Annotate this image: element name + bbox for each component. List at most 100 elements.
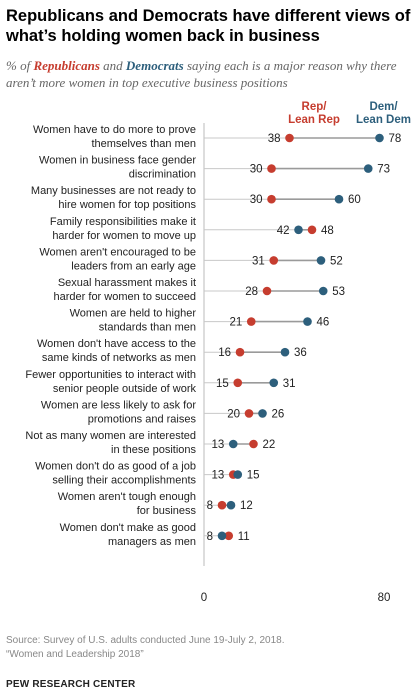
rep-dot: [262, 286, 272, 296]
rep-value-label: 30: [250, 164, 263, 176]
category-label: themselves than men: [91, 138, 196, 150]
dem-value-label: 26: [272, 408, 285, 420]
rep-value-label: 16: [218, 347, 231, 359]
category-label: harder for women to move up: [52, 230, 196, 242]
rep-dot: [249, 439, 258, 449]
category-label: promotions and raises: [88, 413, 197, 425]
rep-value-label: 22: [263, 439, 276, 451]
rep-value-label: 8: [207, 500, 213, 512]
category-label: selling their accomplishments: [52, 475, 196, 487]
rep-dot: [267, 194, 276, 204]
legend-rep-label: Rep/: [302, 101, 328, 113]
category-label: in these positions: [111, 444, 196, 456]
category-label: Women aren't encouraged to be: [39, 246, 196, 258]
category-label: same kinds of networks as men: [42, 352, 196, 364]
rep-value-label: 30: [250, 194, 263, 206]
dem-dot: [269, 378, 279, 388]
rep-value-label: 15: [216, 378, 229, 390]
dem-dot: [363, 164, 373, 173]
rep-dot: [217, 500, 227, 510]
dem-value-label: 31: [283, 378, 296, 390]
dem-value-label: 36: [294, 347, 307, 359]
legend-rep-label: Lean Rep: [288, 114, 340, 126]
dem-value-label: 60: [348, 194, 361, 206]
dem-value-label: 13: [211, 439, 224, 451]
category-label: Women are less likely to ask for: [41, 399, 196, 411]
source-note: Source: Survey of U.S. adults conducted …: [6, 635, 285, 646]
dem-dot: [280, 347, 290, 357]
dem-value-label: 15: [247, 470, 260, 482]
pew-logo: PEW RESEARCH CENTER: [6, 679, 136, 690]
category-label: managers as men: [108, 536, 196, 548]
subtitle-pre: % of: [6, 58, 34, 73]
category-label: senior people outside of work: [53, 383, 197, 395]
chart-title: Republicans and Democrats have different…: [6, 7, 411, 45]
category-label: Women are held to higher: [70, 308, 197, 320]
x-tick-label: 80: [378, 592, 391, 604]
rep-value-label: 11: [238, 531, 250, 543]
dem-value-label: 78: [389, 133, 402, 145]
dem-dot: [334, 194, 344, 204]
legend-dem-label: Dem/: [369, 101, 398, 113]
dem-dot: [233, 470, 243, 479]
dem-dot: [375, 133, 384, 143]
dem-dot: [318, 286, 328, 296]
rep-dot: [233, 378, 243, 388]
dem-dot: [316, 256, 326, 265]
category-label: Women don't do as good of a job: [35, 461, 196, 473]
rep-dot: [246, 317, 256, 326]
category-label: Women don't make as good: [60, 522, 196, 534]
category-label: leaders from an early age: [71, 260, 196, 272]
category-label: Fewer opportunities to interact with: [25, 369, 196, 381]
category-label: discrimination: [129, 169, 196, 181]
dem-dot: [294, 225, 303, 235]
rep-value-label: 48: [321, 225, 334, 237]
category-label: Women have to do more to prove: [33, 124, 196, 136]
report-note: “Women and Leadership 2018”: [6, 649, 144, 660]
rep-dot: [267, 164, 276, 173]
subtitle-republicans: Republicans: [33, 58, 100, 73]
dem-dot: [303, 317, 312, 326]
subtitle-mid: and: [99, 58, 126, 73]
rep-value-label: 21: [229, 317, 242, 329]
rep-value-label: 20: [227, 408, 240, 420]
dem-value-label: 8: [207, 531, 213, 543]
category-label: Not as many women are interested: [25, 430, 196, 442]
category-label: for business: [137, 505, 197, 517]
rep-dot: [244, 409, 254, 418]
category-label: Women aren't tough enough: [58, 491, 196, 503]
dem-value-label: 53: [332, 286, 345, 298]
rep-value-label: 28: [245, 286, 258, 298]
chart-subtitle: % of Republicans and Democrats saying ea…: [6, 57, 416, 91]
legend-dem-label: Lean Dem: [356, 114, 411, 126]
dem-value-label: 42: [277, 225, 290, 237]
category-label: Family responsibilities make it: [50, 216, 196, 228]
dem-value-label: 52: [330, 255, 343, 267]
rep-value-label: 13: [211, 470, 224, 482]
dem-dot: [258, 409, 267, 418]
rep-dot: [285, 133, 294, 143]
dem-value-label: 12: [240, 500, 253, 512]
dem-value-label: 73: [377, 164, 390, 176]
category-label: hire women for top positions: [58, 199, 196, 211]
rep-dot: [269, 256, 279, 265]
dem-dot: [228, 439, 238, 449]
x-tick-label: 0: [201, 592, 207, 604]
rep-dot: [224, 531, 234, 541]
category-label: Sexual harassment makes it: [58, 277, 196, 289]
rep-value-label: 31: [252, 255, 265, 267]
dem-dot: [226, 500, 236, 510]
subtitle-democrats: Democrats: [125, 58, 184, 73]
dem-value-label: 46: [317, 317, 330, 329]
subtitle-post: saying each is a major reason why there …: [6, 58, 397, 90]
rep-dot: [307, 225, 317, 235]
category-label: Many businesses are not ready to: [31, 185, 196, 197]
category-label: harder for women to succeed: [54, 291, 196, 303]
category-label: standards than men: [99, 322, 196, 334]
rep-dot: [235, 347, 245, 357]
category-label: Women don't have access to the: [37, 338, 196, 350]
category-label: Women in business face gender: [39, 155, 196, 167]
rep-value-label: 38: [268, 133, 281, 145]
dem-dot: [217, 531, 227, 541]
